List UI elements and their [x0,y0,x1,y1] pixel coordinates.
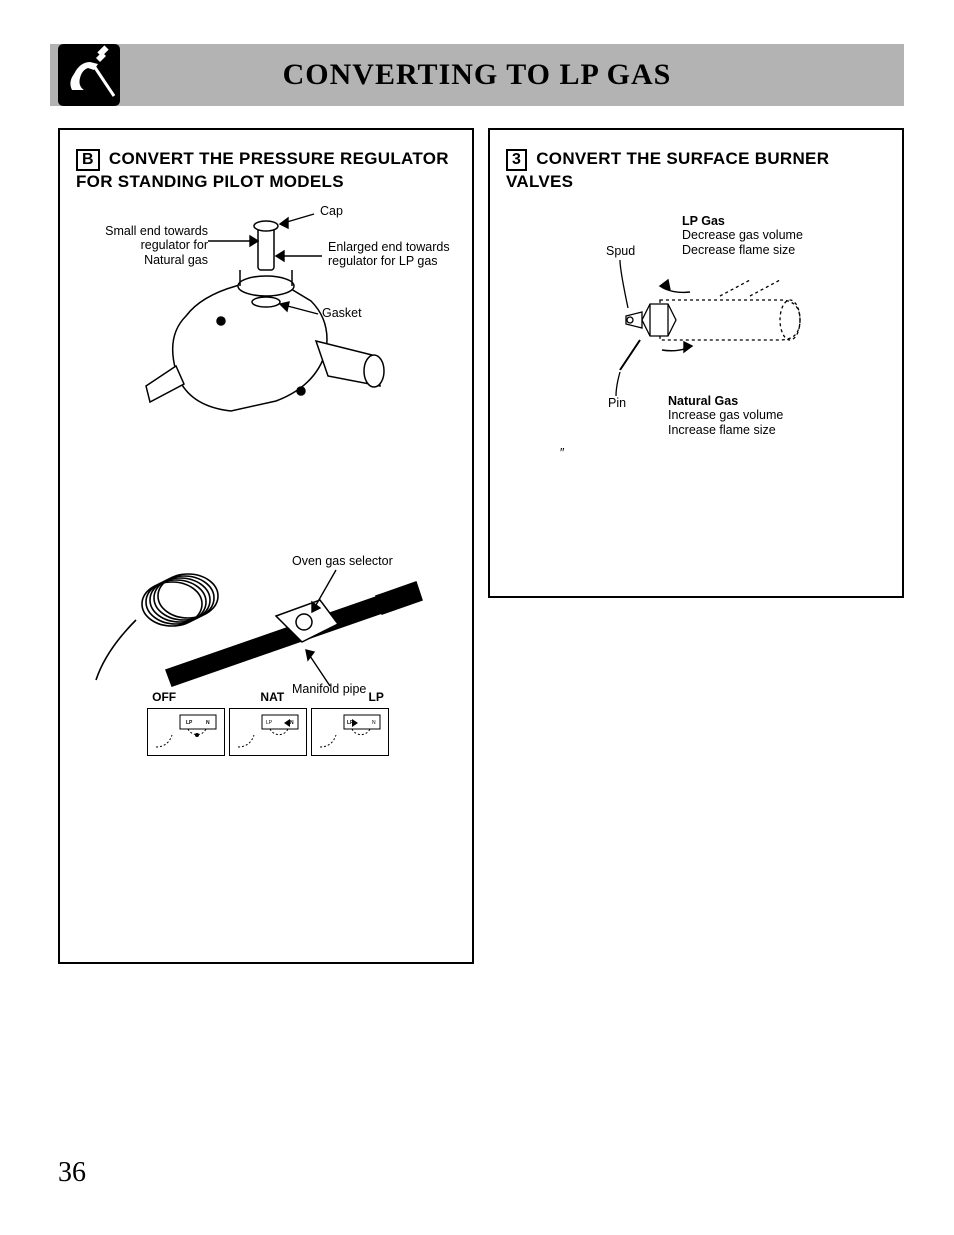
svg-text:N: N [372,720,376,726]
right-panel: 3 CONVERT THE SURFACE BURNER VALVES [488,128,904,598]
svg-text:LP: LP [266,720,273,726]
label-lp-gas: LP Gas Decrease gas volume Decrease flam… [682,214,852,257]
label-small-end: Small end towards regulator for Natural … [98,224,208,267]
section-title-3-text: CONVERT THE SURFACE BURNER VALVES [506,149,829,191]
selector-label-nat: NAT [260,690,284,704]
svg-text:N: N [206,720,210,726]
svg-text:N: N [290,720,294,726]
stray-mark: ″ [560,446,564,460]
selector-box-nat: LP N [229,708,307,756]
section-title-3: 3 CONVERT THE SURFACE BURNER VALVES [506,148,886,192]
label-nat-gas: Natural Gas Increase gas volume Increase… [668,394,838,437]
svg-text:LP: LP [347,720,354,726]
page-title: CONVERTING TO LP GAS [283,58,672,92]
label-lp-line2: Decrease flame size [682,243,795,257]
selector-row: OFF NAT LP LP N [110,690,426,756]
label-nat-title: Natural Gas [668,394,738,408]
label-nat-line1: Increase gas volume [668,408,783,422]
header-band: CONVERTING TO LP GAS [50,44,904,106]
regulator-figure: Cap Small end towards regulator for Natu… [76,186,456,476]
left-panel: B CONVERT THE PRESSURE REGULATOR FOR STA… [58,128,474,964]
section-title-b-text: CONVERT THE PRESSURE REGULATOR FOR STAND… [76,149,449,191]
label-enlarged-end: Enlarged end towards regulator for LP ga… [328,240,460,269]
selector-box-off: LP N [147,708,225,756]
page-number: 36 [58,1157,86,1189]
label-cap: Cap [320,204,343,218]
label-spud: Spud [606,244,635,258]
selector-label-off: OFF [152,690,176,704]
selector-label-lp: LP [368,690,383,704]
label-lp-title: LP Gas [682,214,725,228]
label-pin: Pin [608,396,626,410]
step-box-3: 3 [506,149,527,171]
label-oven-gas-selector: Oven gas selector [292,554,393,568]
screwdriver-hand-icon [54,40,124,110]
spud-figure: Spud Pin LP Gas Decrease gas volume Decr… [550,200,860,460]
label-gasket: Gasket [322,306,362,320]
label-lp-line1: Decrease gas volume [682,228,803,242]
label-nat-line2: Increase flame size [668,423,776,437]
svg-text:LP: LP [186,720,193,726]
selector-box-lp: LP N [311,708,389,756]
step-box-b: B [76,149,100,171]
selector-labels: OFF NAT LP [110,690,426,704]
